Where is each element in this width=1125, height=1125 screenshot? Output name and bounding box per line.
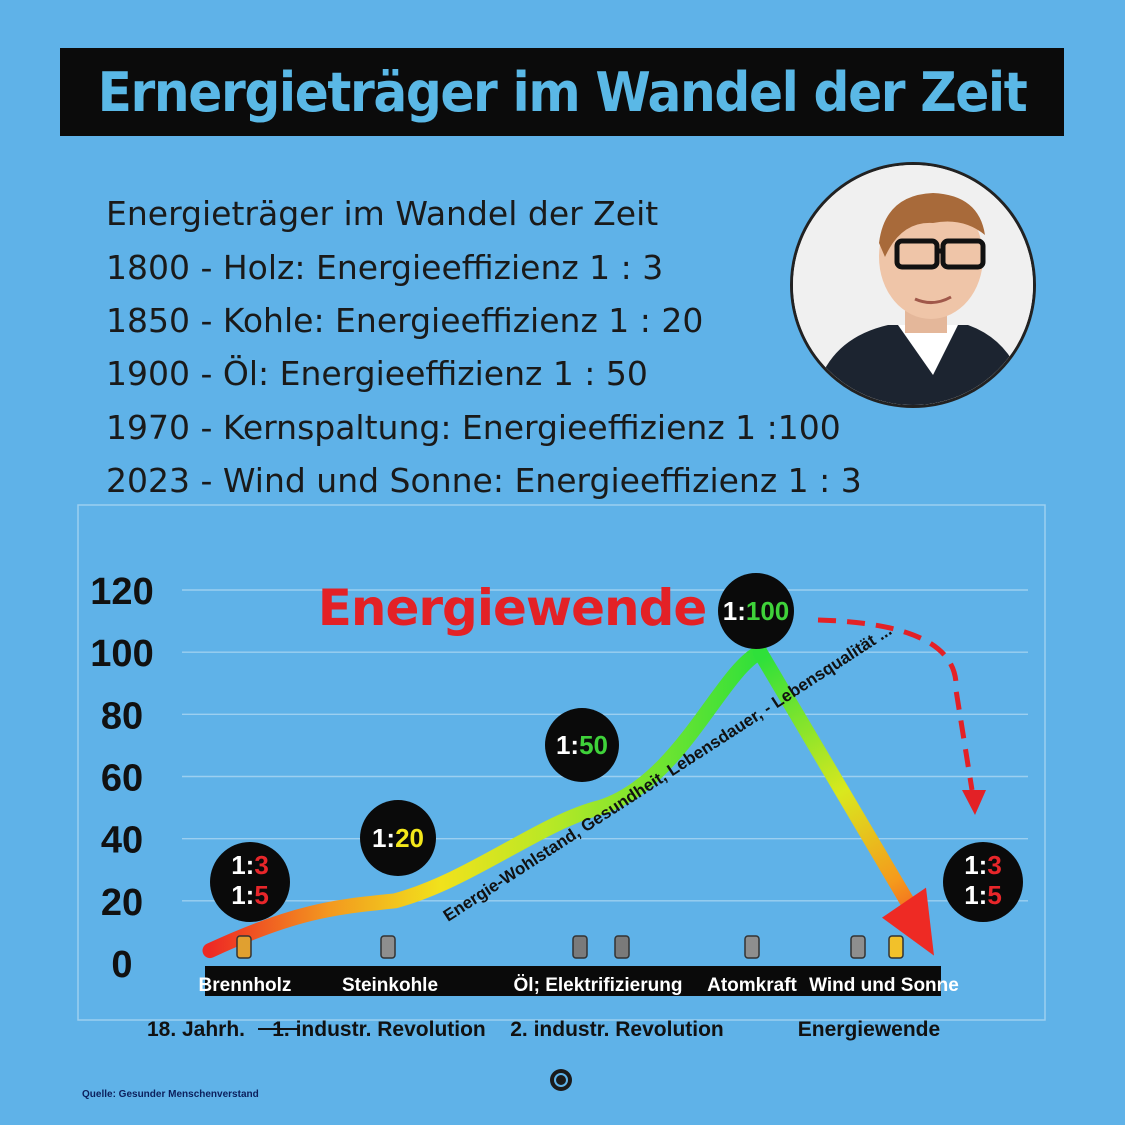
series-line-falling	[752, 644, 920, 918]
badge-label-2-0: 1:50	[556, 730, 608, 760]
plot-frame	[77, 504, 1046, 1021]
badge-label-3-0: 1:100	[723, 596, 790, 626]
y-tick-label-60: 60	[101, 758, 143, 800]
y-tick-label-80: 80	[101, 695, 143, 737]
category-axis-bar	[205, 966, 941, 996]
badge-circle-4	[943, 842, 1023, 922]
badge-circle-0	[210, 842, 290, 922]
series-arrowhead	[882, 887, 934, 956]
badge-label-1-0: 1:20	[372, 823, 424, 853]
info-line-wind-sonne: 2023 - Wind und Sonne: Energieeffizienz …	[106, 461, 862, 500]
reactor-icon	[744, 935, 760, 959]
badge-circle-1	[360, 800, 436, 876]
dashed-arrow-shaft	[817, 617, 975, 791]
category-label-3: Atomkraft	[707, 975, 797, 996]
info-line-oel: 1900 - Öl: Energieeffizienz 1 : 50	[106, 354, 648, 393]
efficiency-badge-2: 1:50	[545, 708, 619, 782]
chart-title-energiewende: Energiewende	[318, 579, 707, 637]
wind-turbine-icon	[850, 935, 866, 959]
efficiency-badge-1: 1:20	[360, 800, 436, 876]
info-line-kernspaltung: 1970 - Kernspaltung: Energieeffizienz 1 …	[106, 408, 841, 447]
source-note: Quelle: Gesunder Menschenverstand	[82, 1089, 259, 1100]
badge-circle-2	[545, 708, 619, 782]
dashed-arrowhead	[962, 790, 986, 815]
category-label-2: Öl; Elektrifizierung	[514, 975, 683, 996]
y-tick-label-20: 20	[101, 882, 143, 924]
author-portrait	[790, 162, 1036, 408]
era-label-2: 2. industr. Revolution	[510, 1018, 724, 1041]
y-tick-label-0: 0	[111, 944, 132, 986]
badge-label-0-1: 1:5	[231, 880, 269, 910]
era-label-0: 18. Jahrh.	[147, 1018, 245, 1041]
badge-label-4-1: 1:5	[964, 880, 1002, 910]
badge-circle-3	[718, 573, 794, 649]
efficiency-badge-0: 1:31:5	[210, 842, 290, 922]
category-label-1: Steinkohle	[342, 975, 438, 996]
y-tick-label-120: 120	[90, 571, 153, 613]
efficiency-badge-4: 1:31:5	[943, 842, 1023, 922]
coal-cart-icon	[380, 935, 396, 959]
log-pile-icon	[236, 935, 252, 959]
info-line-holz: 1800 - Holz: Energieeffizienz 1 : 3	[106, 248, 664, 287]
battery-icon	[614, 935, 630, 959]
y-tick-label-40: 40	[101, 820, 143, 862]
info-heading: Energieträger im Wandel der Zeit	[106, 194, 659, 233]
series-line-rising	[202, 644, 768, 959]
category-label-4: Wind und Sonne	[809, 975, 959, 996]
efficiency-badge-3: 1:100	[718, 573, 794, 649]
title-banner: Ernergieträger im Wandel der Zeit	[60, 48, 1064, 136]
page-title: Ernergieträger im Wandel der Zeit	[97, 60, 1028, 124]
category-label-0: Brennholz	[199, 975, 292, 996]
sun-icon	[888, 935, 904, 959]
y-tick-label-100: 100	[90, 633, 153, 675]
badge-label-4-0: 1:3	[964, 850, 1002, 880]
era-label-1: 1. industr. Revolution	[272, 1018, 486, 1041]
globe-logo-icon	[550, 1069, 572, 1091]
badge-label-0-0: 1:3	[231, 850, 269, 880]
info-line-kohle: 1850 - Kohle: Energieeffizienz 1 : 20	[106, 301, 704, 340]
oil-barrel-icon	[572, 935, 588, 959]
era-label-3: Energiewende	[798, 1018, 940, 1041]
